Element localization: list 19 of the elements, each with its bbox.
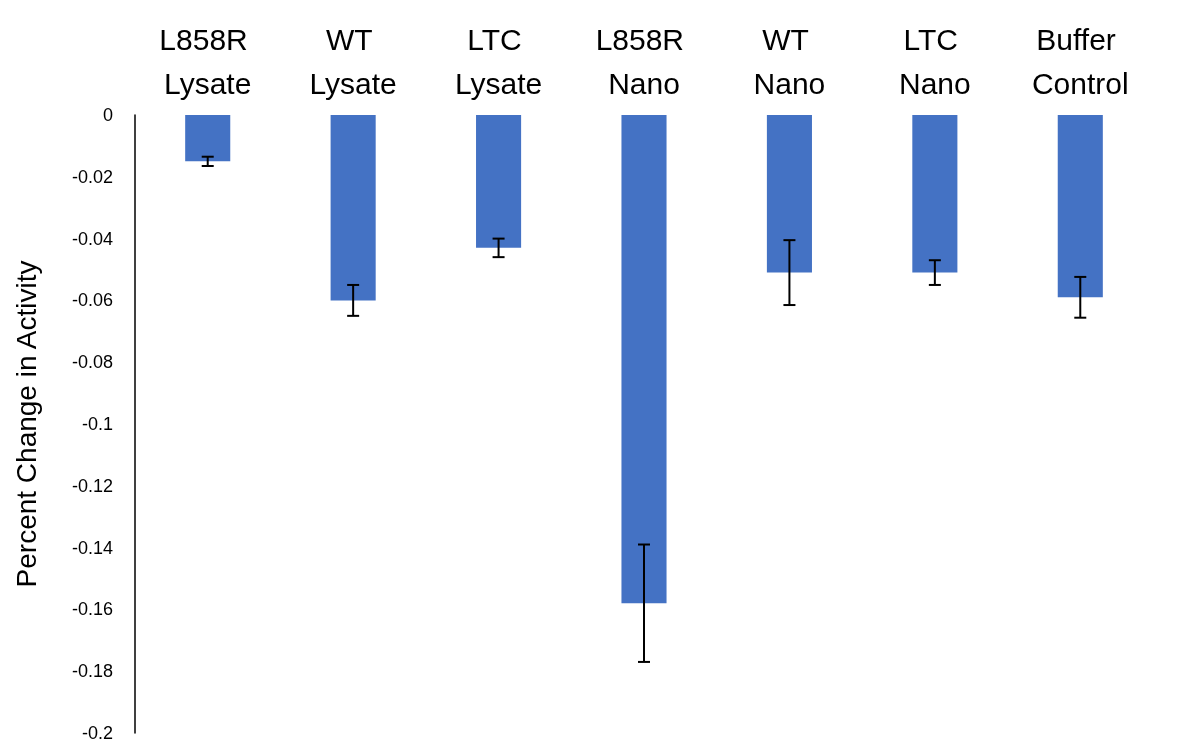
x-tick-label: WT Lysate xyxy=(309,22,397,100)
y-tick-label: -0.14 xyxy=(71,537,113,558)
x-tick-label: LTC Lysate xyxy=(454,22,543,100)
y-axis-title: Percent Change in Activity xyxy=(10,260,42,588)
y-tick-label: -0.02 xyxy=(71,166,113,187)
x-tick-label: L858R Lysate xyxy=(159,22,257,100)
x-tick-label: L858R Nano xyxy=(595,22,693,100)
y-tick-label: -0.08 xyxy=(71,352,113,373)
x-tick-label: WT Nano xyxy=(753,22,826,100)
y-tick-label: -0.12 xyxy=(71,475,113,496)
y-tick-label: -0.04 xyxy=(71,228,113,249)
y-tick-label: -0.16 xyxy=(71,599,113,620)
x-tick-label: Buffer Control xyxy=(1031,22,1129,100)
y-tick-label: -0.06 xyxy=(71,290,113,311)
y-tick-label: -0.18 xyxy=(71,661,113,682)
y-tick-label: -0.2 xyxy=(81,723,113,743)
y-tick-label: -0.1 xyxy=(81,414,113,434)
x-tick-label: LTC Nano xyxy=(899,22,971,100)
y-tick-label: 0 xyxy=(102,105,113,125)
